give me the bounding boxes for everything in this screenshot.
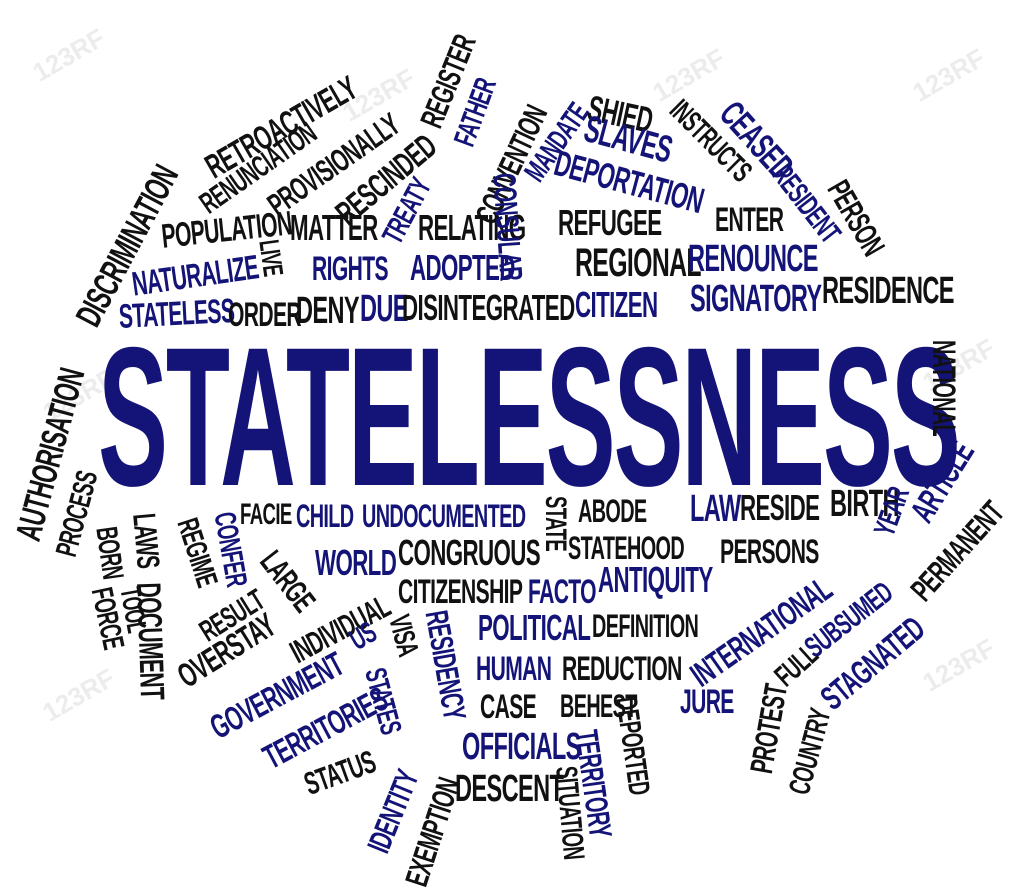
word: SITUATION bbox=[549, 764, 591, 861]
word: RESIDENCE bbox=[822, 270, 955, 312]
word: ENTER bbox=[715, 201, 784, 239]
word: DOCUMENT bbox=[129, 581, 172, 701]
word: DEPORTED bbox=[609, 694, 656, 797]
word: STATE bbox=[539, 496, 572, 552]
word: DENY bbox=[296, 290, 360, 332]
word: REDUCTION bbox=[562, 650, 682, 688]
word: FACIE bbox=[240, 498, 292, 531]
word: ORDER bbox=[228, 296, 302, 334]
word: NATIONAL bbox=[926, 340, 962, 437]
word: CASE bbox=[480, 688, 537, 726]
word: LIVE bbox=[253, 237, 290, 278]
word: DUE bbox=[360, 288, 409, 330]
word: REFUGEE bbox=[558, 202, 662, 243]
watermark: 123RF bbox=[37, 662, 121, 728]
word: ABODE bbox=[578, 493, 647, 529]
word: ADOPTED bbox=[410, 247, 515, 288]
word: STATELESSNESS bbox=[98, 306, 961, 527]
watermark: 123RF bbox=[907, 42, 991, 108]
word: PERSONS bbox=[720, 533, 819, 571]
word: BEHEST bbox=[560, 688, 637, 724]
word: ANTIQUITY bbox=[598, 559, 713, 600]
word: VISA bbox=[382, 611, 425, 660]
word: RESIDENCY bbox=[418, 607, 474, 723]
watermark: 123RF bbox=[917, 632, 1001, 698]
word: HUMAN bbox=[476, 650, 552, 688]
word: CITIZENSHIP bbox=[398, 573, 523, 611]
word: DESCENT bbox=[455, 768, 564, 810]
word: WORLD bbox=[315, 542, 397, 583]
word: DISINTEGRATED bbox=[402, 287, 575, 328]
word: LAWS bbox=[126, 511, 167, 570]
word: DEFINITION bbox=[592, 608, 699, 644]
word: CITIZEN bbox=[575, 284, 658, 325]
word: POLITICAL bbox=[478, 607, 591, 648]
word: CONGRUOUS bbox=[398, 532, 541, 573]
word: RESIDE bbox=[740, 487, 820, 528]
word: RELATING bbox=[418, 207, 526, 248]
word: MATTER bbox=[290, 207, 378, 248]
word: OFFICIALS bbox=[462, 726, 581, 768]
word: COUNTRY bbox=[783, 705, 838, 799]
word: FACTO bbox=[528, 573, 597, 611]
word: UNDOCUMENTED bbox=[362, 498, 526, 534]
word: STATEHOOD bbox=[568, 530, 685, 566]
word: REGIONAL bbox=[575, 241, 702, 285]
word: STATELESS bbox=[117, 291, 236, 336]
word: BORN bbox=[89, 524, 130, 582]
watermark: 123RF bbox=[27, 22, 111, 88]
word: RENOUNCE bbox=[688, 238, 818, 280]
word: SIGNATORY bbox=[690, 278, 822, 320]
word: LAW bbox=[690, 488, 741, 530]
word: BIRTH bbox=[830, 483, 900, 525]
word: JURE bbox=[680, 683, 734, 721]
word: RIGHTS bbox=[312, 250, 389, 288]
word: PROTEST bbox=[743, 681, 795, 776]
word: CHILD bbox=[296, 498, 354, 534]
